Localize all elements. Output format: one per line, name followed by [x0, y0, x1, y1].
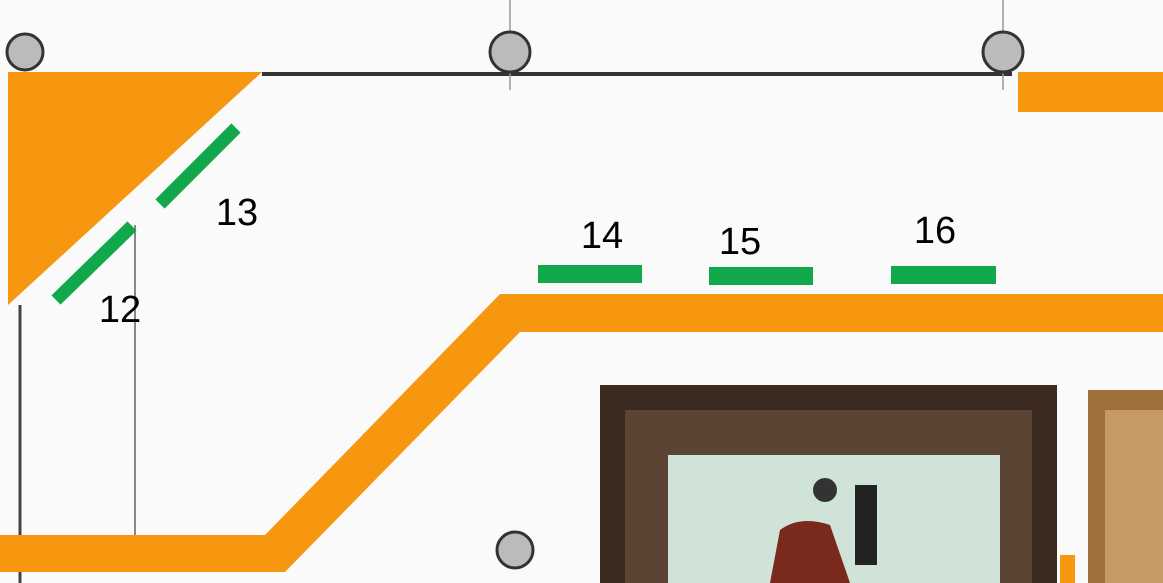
page: 12 13 14 15 16 (() => { const data = JSO… [0, 0, 1163, 583]
column [490, 32, 530, 72]
marker-label: 16 [914, 210, 956, 252]
marker [538, 265, 642, 283]
marker-label: 15 [719, 221, 761, 263]
marker [891, 266, 996, 284]
column [983, 32, 1023, 72]
wood-frame-inner [1105, 410, 1163, 583]
wall-block [1018, 72, 1163, 112]
marker-label: 14 [581, 215, 623, 257]
column [497, 532, 533, 568]
wall-block [1060, 555, 1075, 583]
painting-figure [813, 478, 837, 502]
marker-label: 13 [216, 192, 258, 234]
floor-plan: 12 13 14 15 16 [0, 0, 1163, 583]
markers [538, 265, 996, 285]
marker [709, 267, 813, 285]
marker-label: 12 [99, 289, 141, 331]
painting-figure [855, 485, 877, 565]
column [7, 34, 43, 70]
